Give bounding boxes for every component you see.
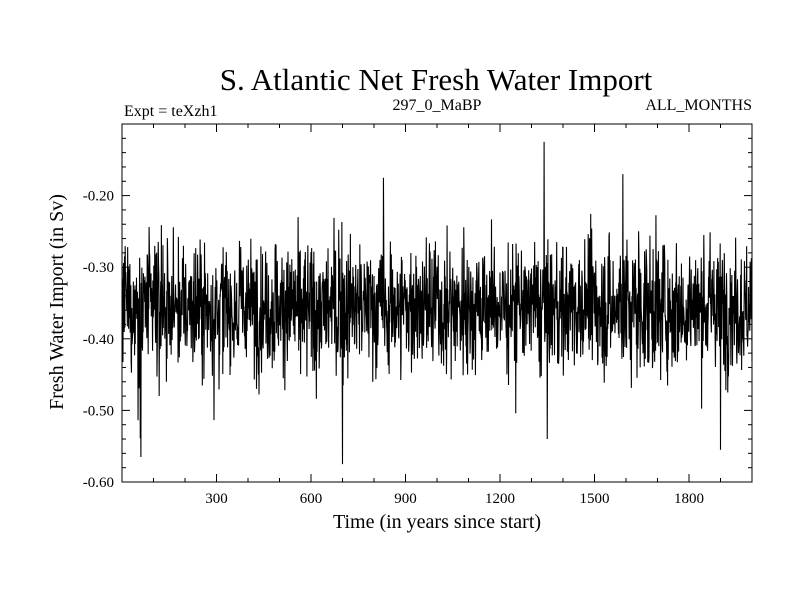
x-tick-label: 1200 [485,491,515,507]
y-tick-label: -0.40 [83,332,114,348]
y-tick-label: -0.30 [83,260,114,276]
y-tick-label: -0.60 [83,475,114,491]
subtitle-period: 297_0_MaBP [393,97,482,114]
y-axis-label: Fresh Water Import (in Sv) [46,194,68,410]
series-line [121,141,753,465]
subtitle-experiment: Expt = teXzh1 [124,103,217,120]
x-tick-label: 600 [300,491,323,507]
chart-title: S. Atlantic Net Fresh Water Import [220,62,653,97]
x-tick-label: 900 [394,491,417,507]
x-tick-label: 1800 [674,491,704,507]
series-layer [121,141,753,465]
y-tick-label: -0.50 [83,403,114,419]
subtitle-months: ALL_MONTHS [645,97,752,114]
x-tick-label: 300 [205,491,228,507]
x-tick-label: 1500 [580,491,610,507]
ticks-layer: 300 600 900 1200 1500 1800 -0.60 -0.50 -0.40 -0.3… [83,124,752,507]
x-axis-label: Time (in years since start) [333,511,541,533]
y-tick-label: -0.20 [83,189,114,205]
